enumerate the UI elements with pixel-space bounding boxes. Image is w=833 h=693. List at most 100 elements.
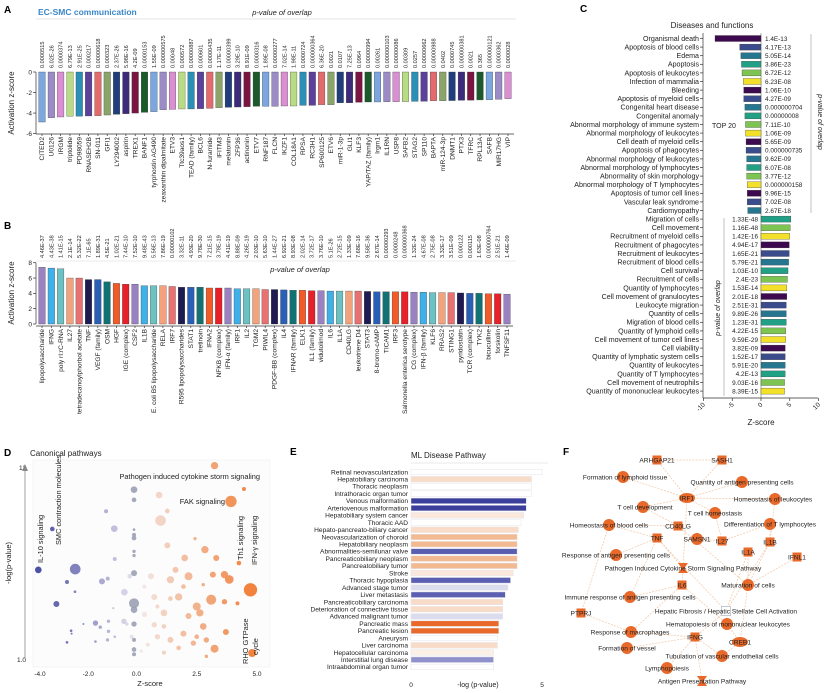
pvalue-label: 5.32E-22 (77, 235, 83, 258)
category-label: IL1 (family) (309, 329, 316, 362)
category-label: Stroke (389, 570, 408, 577)
bar (410, 555, 518, 562)
panel-b-pvalue-caption: p-value of overlap (269, 265, 330, 274)
pvalue-label: 1.44E-27 (273, 235, 279, 258)
pathway-bubble (113, 635, 117, 639)
pathway-annotation: cycle (251, 638, 260, 655)
pvalue-label: 0.00000399 (226, 38, 232, 68)
category-label: Congenital heart disease (621, 104, 700, 112)
category-label: PTX3 (459, 137, 466, 154)
network-node-label: ARHGAP21 (639, 457, 675, 464)
bar (410, 606, 503, 613)
bar (317, 290, 325, 325)
pathway-bubble (110, 525, 118, 532)
category-label: BCL6 (198, 137, 205, 154)
bar (410, 490, 532, 497)
pathway-bubble (160, 609, 168, 617)
pvalue-label: 0.0021 (329, 51, 335, 68)
y-axis-arrowhead-icon (22, 464, 28, 471)
category-label: Bleeding (671, 87, 699, 95)
bar (168, 286, 176, 325)
pvalue-label: 9.78E-30 (198, 235, 204, 258)
pathway-bubble (132, 637, 137, 642)
network-node-label: Hematopoiesis of mononuclear leukocytes (666, 621, 791, 628)
category-label: Abnormal morphology of lymphocytes (580, 164, 699, 172)
bar (113, 71, 121, 115)
bar (196, 287, 204, 325)
bar (336, 290, 344, 325)
bar (747, 198, 762, 206)
pvalue-label: 1.46E-09 (505, 235, 511, 258)
pvalue-label: 3.32E-17 (440, 235, 446, 258)
category-label: SP110 (421, 137, 428, 157)
category-label: TFRC (468, 137, 475, 155)
pathway-bubble (145, 642, 150, 647)
function-node-icon (625, 626, 637, 638)
pvalue-label: 2.51E-31 (732, 302, 758, 309)
pvalue-label: 1.4E-13 (765, 36, 788, 43)
pathway-bubble (241, 487, 246, 492)
pvalue-label: 5.65E-09 (765, 139, 791, 146)
panel-a-chart: 0 -2 -4 -6 CITED2 0.0000515 U0126 6.02E-26 IRGM 0… (26, 35, 514, 203)
function-node-icon (742, 579, 754, 591)
pathway-bubble (112, 607, 115, 610)
bar (744, 104, 762, 111)
bar (280, 289, 288, 325)
pathway-bubble (82, 623, 85, 626)
pathway-bubble (220, 570, 229, 579)
network-node-label: Immune response of antigen presenting ce… (564, 594, 696, 601)
category-label: IFN-α (family) (225, 329, 232, 369)
network-edge (580, 612, 632, 633)
x-tick-label: 5.0 (252, 671, 261, 678)
category-label: miR-124-3p (440, 137, 447, 172)
category-label: IFITM3 (216, 137, 223, 158)
network-node-label: IL6 (677, 582, 686, 589)
pvalue-label: 4.67E-08 (421, 235, 427, 258)
pathway-bubble (142, 584, 147, 589)
pathway-bubble (176, 645, 181, 651)
pvalue-label: 2.91E-25 (77, 45, 83, 68)
bar (280, 71, 288, 107)
pvalue-label: 2.03E-10 (254, 235, 260, 258)
category-label: KLF3 (356, 137, 363, 153)
network-edge (622, 476, 688, 499)
bar (410, 526, 519, 533)
pathway-bubble (243, 583, 258, 597)
network-node-label: Tubulation of vascular endothelial cells (665, 653, 779, 660)
bar (410, 497, 527, 504)
category-label: Vascular leak syndrome (624, 198, 699, 206)
pvalue-label: 7.44E-10 (124, 235, 130, 258)
pvalue-label: 7.86E-19 (161, 235, 167, 258)
category-label: OSM (104, 329, 111, 344)
bar (760, 327, 786, 335)
pathway-bubble (49, 526, 55, 532)
panel-a-title: EC-SMC communication (38, 7, 137, 17)
pvalue-label: 0.00000008 (765, 113, 799, 120)
pathway-bubble (235, 601, 240, 606)
network-node-label: Response of antigen presenting cells (562, 552, 671, 559)
bar (484, 293, 492, 325)
category-label: forskolin (495, 329, 502, 354)
bar (743, 78, 762, 85)
bar (224, 287, 232, 325)
pvalue-label: 0.00309 (403, 48, 409, 68)
network-node-label: Pathogen Induced Cytokine Storm Signalin… (605, 565, 762, 572)
pvalue-label: 0.0000515 (40, 42, 46, 68)
pvalue-label: 0.000572 (180, 45, 186, 68)
function-node-icon (769, 493, 781, 505)
bar (504, 71, 512, 99)
category-label: N-furamide (207, 137, 214, 170)
pvalue-label: 4.41E-19 (226, 235, 232, 258)
category-label: Pancreatobiliary tumor (342, 563, 409, 570)
bar (345, 290, 353, 325)
bar (364, 71, 372, 103)
pathway-bubble (180, 630, 187, 637)
pvalue-label: 1.03E-10 (732, 268, 758, 275)
pvalue-label: 8.91E-09 (245, 45, 251, 68)
category-label: ETV3 (170, 137, 177, 154)
bar (298, 290, 306, 325)
category-label: Cell movement of neutrophils (607, 379, 699, 387)
bar (410, 570, 514, 577)
category-label: R595 lipopolysaccharides (179, 328, 186, 404)
network-edge (630, 631, 696, 638)
